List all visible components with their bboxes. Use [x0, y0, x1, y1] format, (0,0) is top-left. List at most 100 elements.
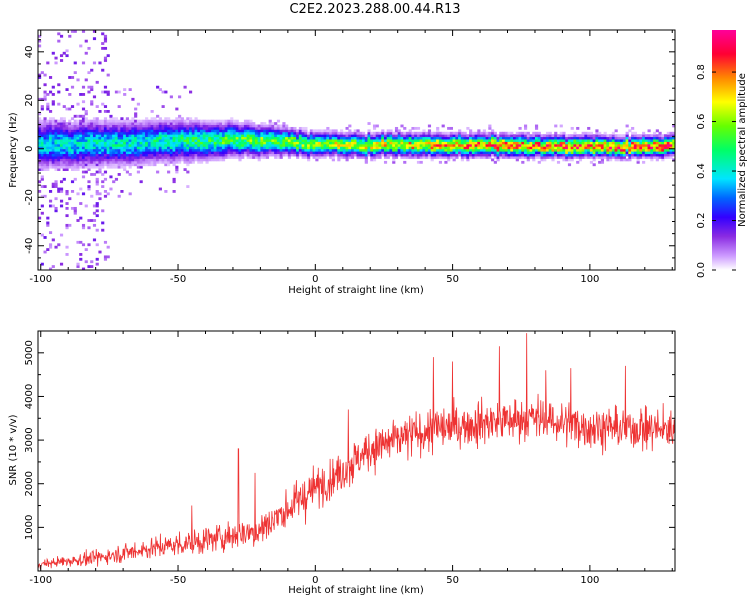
- spectrogram-cell: [559, 148, 563, 152]
- spectrogram-cell: [268, 146, 272, 150]
- spectrogram-cell: [95, 228, 99, 232]
- spectrogram-cell: [567, 146, 572, 150]
- spectrogram-cell: [200, 131, 204, 135]
- spectrogram-cell: [90, 194, 94, 198]
- spectrogram-cell: [175, 165, 179, 169]
- spectrogram-cell: [38, 122, 42, 125]
- spectrogram-cell: [156, 139, 160, 142]
- spectrogram-cell: [208, 126, 212, 130]
- spectrogram-cell: [114, 143, 119, 147]
- spectrogram-cell: [76, 124, 80, 128]
- spectrogram-cell: [556, 143, 561, 147]
- spectrogram-cell: [386, 156, 390, 159]
- spectrogram-cell: [622, 156, 626, 159]
- spectrogram-cell: [661, 153, 665, 157]
- spectrogram-cell: [101, 228, 105, 232]
- spectrogram-cell: [257, 126, 261, 130]
- spectrogram-cell: [227, 134, 231, 138]
- spectrogram-cell: [38, 160, 42, 164]
- spectrogram-cell: [307, 151, 311, 155]
- spectrogram-cell: [243, 143, 248, 147]
- spectrogram-cell: [254, 143, 259, 147]
- spectrogram-cell: [581, 134, 585, 138]
- spectrogram-cell: [570, 153, 574, 157]
- spectrogram-cell: [183, 85, 187, 89]
- spectrogram-cell: [90, 124, 94, 128]
- spectrogram-cell: [620, 151, 624, 155]
- spectrogram-cell: [76, 122, 80, 125]
- spectrogram-cell: [578, 146, 583, 150]
- spectrogram-cell: [592, 136, 596, 140]
- spectrogram-cell: [565, 148, 569, 152]
- spectrogram-cell: [145, 148, 149, 152]
- spectrogram-cell: [208, 139, 212, 142]
- spectrogram-cell: [178, 126, 182, 130]
- spectrogram-cell: [600, 143, 605, 147]
- spectrogram-cell: [175, 160, 179, 164]
- spectrogram-cell: [287, 129, 292, 133]
- spectrogram-cell: [581, 131, 585, 135]
- spectrogram-cell: [414, 136, 418, 140]
- spectrogram-cell: [131, 153, 135, 157]
- spectrogram-cell: [186, 185, 190, 188]
- spectrogram-cell: [79, 216, 83, 220]
- spectrogram-cell: [134, 129, 138, 133]
- spectrogram-cell: [499, 148, 503, 152]
- spectrogram-cell: [232, 131, 237, 135]
- spectrogram-cell: [92, 158, 97, 162]
- spectrogram-cell: [309, 146, 313, 150]
- spectrogram-cell: [114, 131, 119, 135]
- spectrogram-cell: [117, 151, 121, 155]
- spectrogram-cell: [205, 131, 209, 135]
- spectrogram-cell: [106, 163, 110, 167]
- spectrogram-cell: [502, 143, 506, 147]
- spectrogram-cell: [666, 136, 670, 140]
- spectrogram-cell: [150, 119, 154, 123]
- spectrogram-cell: [397, 151, 401, 155]
- spectrogram-cell: [318, 153, 322, 157]
- spectrogram-x-tick-label: 50: [446, 274, 459, 285]
- spectrogram-cell: [452, 158, 456, 162]
- spectrogram-cell: [57, 102, 61, 106]
- spectrogram-cell: [647, 139, 651, 142]
- spectrogram-cell: [504, 136, 508, 140]
- spectrogram-cell: [562, 141, 566, 145]
- spectrogram-cell: [304, 129, 308, 133]
- spectrogram-cell: [205, 129, 209, 133]
- spectrogram-cell: [103, 119, 108, 123]
- spectrogram-cell: [474, 151, 478, 155]
- spectrogram-cell: [87, 163, 91, 167]
- spectrogram-cell: [158, 153, 162, 157]
- spectrogram-cell: [81, 61, 86, 65]
- spectrogram-cell: [128, 124, 132, 128]
- spectrogram-cell: [427, 124, 432, 128]
- spectrogram-cell: [101, 126, 105, 130]
- spectrogram-cell: [43, 97, 47, 101]
- spectrogram-cell: [136, 143, 140, 147]
- spectrogram-cell: [136, 129, 140, 133]
- spectrogram-cell: [444, 134, 448, 138]
- spectrogram-cell: [81, 131, 86, 135]
- spectrogram-cell: [265, 146, 270, 150]
- spectrogram-cell: [644, 148, 648, 152]
- spectrogram-cell: [62, 146, 66, 150]
- spectrogram-x-tick-label: -100: [29, 274, 52, 285]
- spectrogram-cell: [491, 131, 495, 135]
- spectrogram-cell: [408, 151, 412, 155]
- spectrogram-cell: [249, 146, 253, 150]
- spectrogram-cell: [194, 124, 198, 128]
- spectrogram-cell: [219, 146, 223, 150]
- spectrogram-cell: [246, 141, 250, 145]
- spectrogram-cell: [175, 139, 179, 142]
- spectrogram-cell: [136, 119, 140, 123]
- spectrogram-cell: [59, 158, 64, 162]
- spectrogram-cell: [419, 151, 423, 155]
- spectrogram-cell: [84, 141, 88, 145]
- spectrogram-cell: [68, 131, 72, 135]
- spectrogram-cell: [471, 143, 475, 147]
- spectrogram-cell: [496, 153, 500, 157]
- spectrogram-cell: [518, 146, 522, 150]
- spectrogram-cell: [81, 122, 86, 125]
- spectrogram-cell: [123, 124, 127, 128]
- spectrogram-cell: [364, 151, 368, 155]
